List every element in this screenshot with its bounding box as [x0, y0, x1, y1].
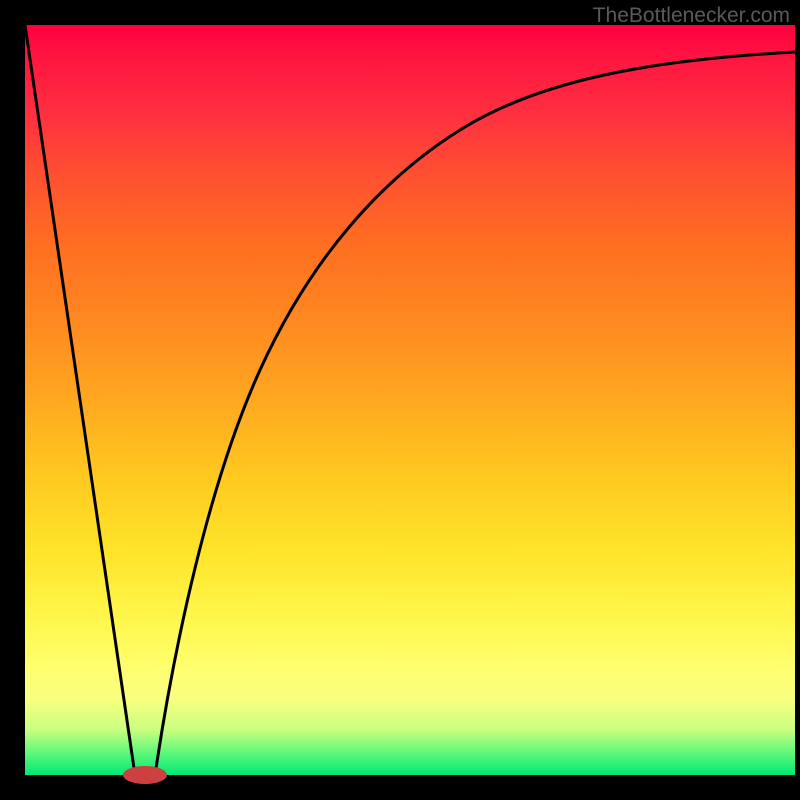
optimum-marker [123, 766, 167, 784]
chart-container: TheBottlenecker.com [0, 0, 800, 800]
watermark-text: TheBottlenecker.com [593, 4, 790, 28]
bottleneck-chart [0, 0, 800, 800]
plot-area [25, 25, 795, 775]
